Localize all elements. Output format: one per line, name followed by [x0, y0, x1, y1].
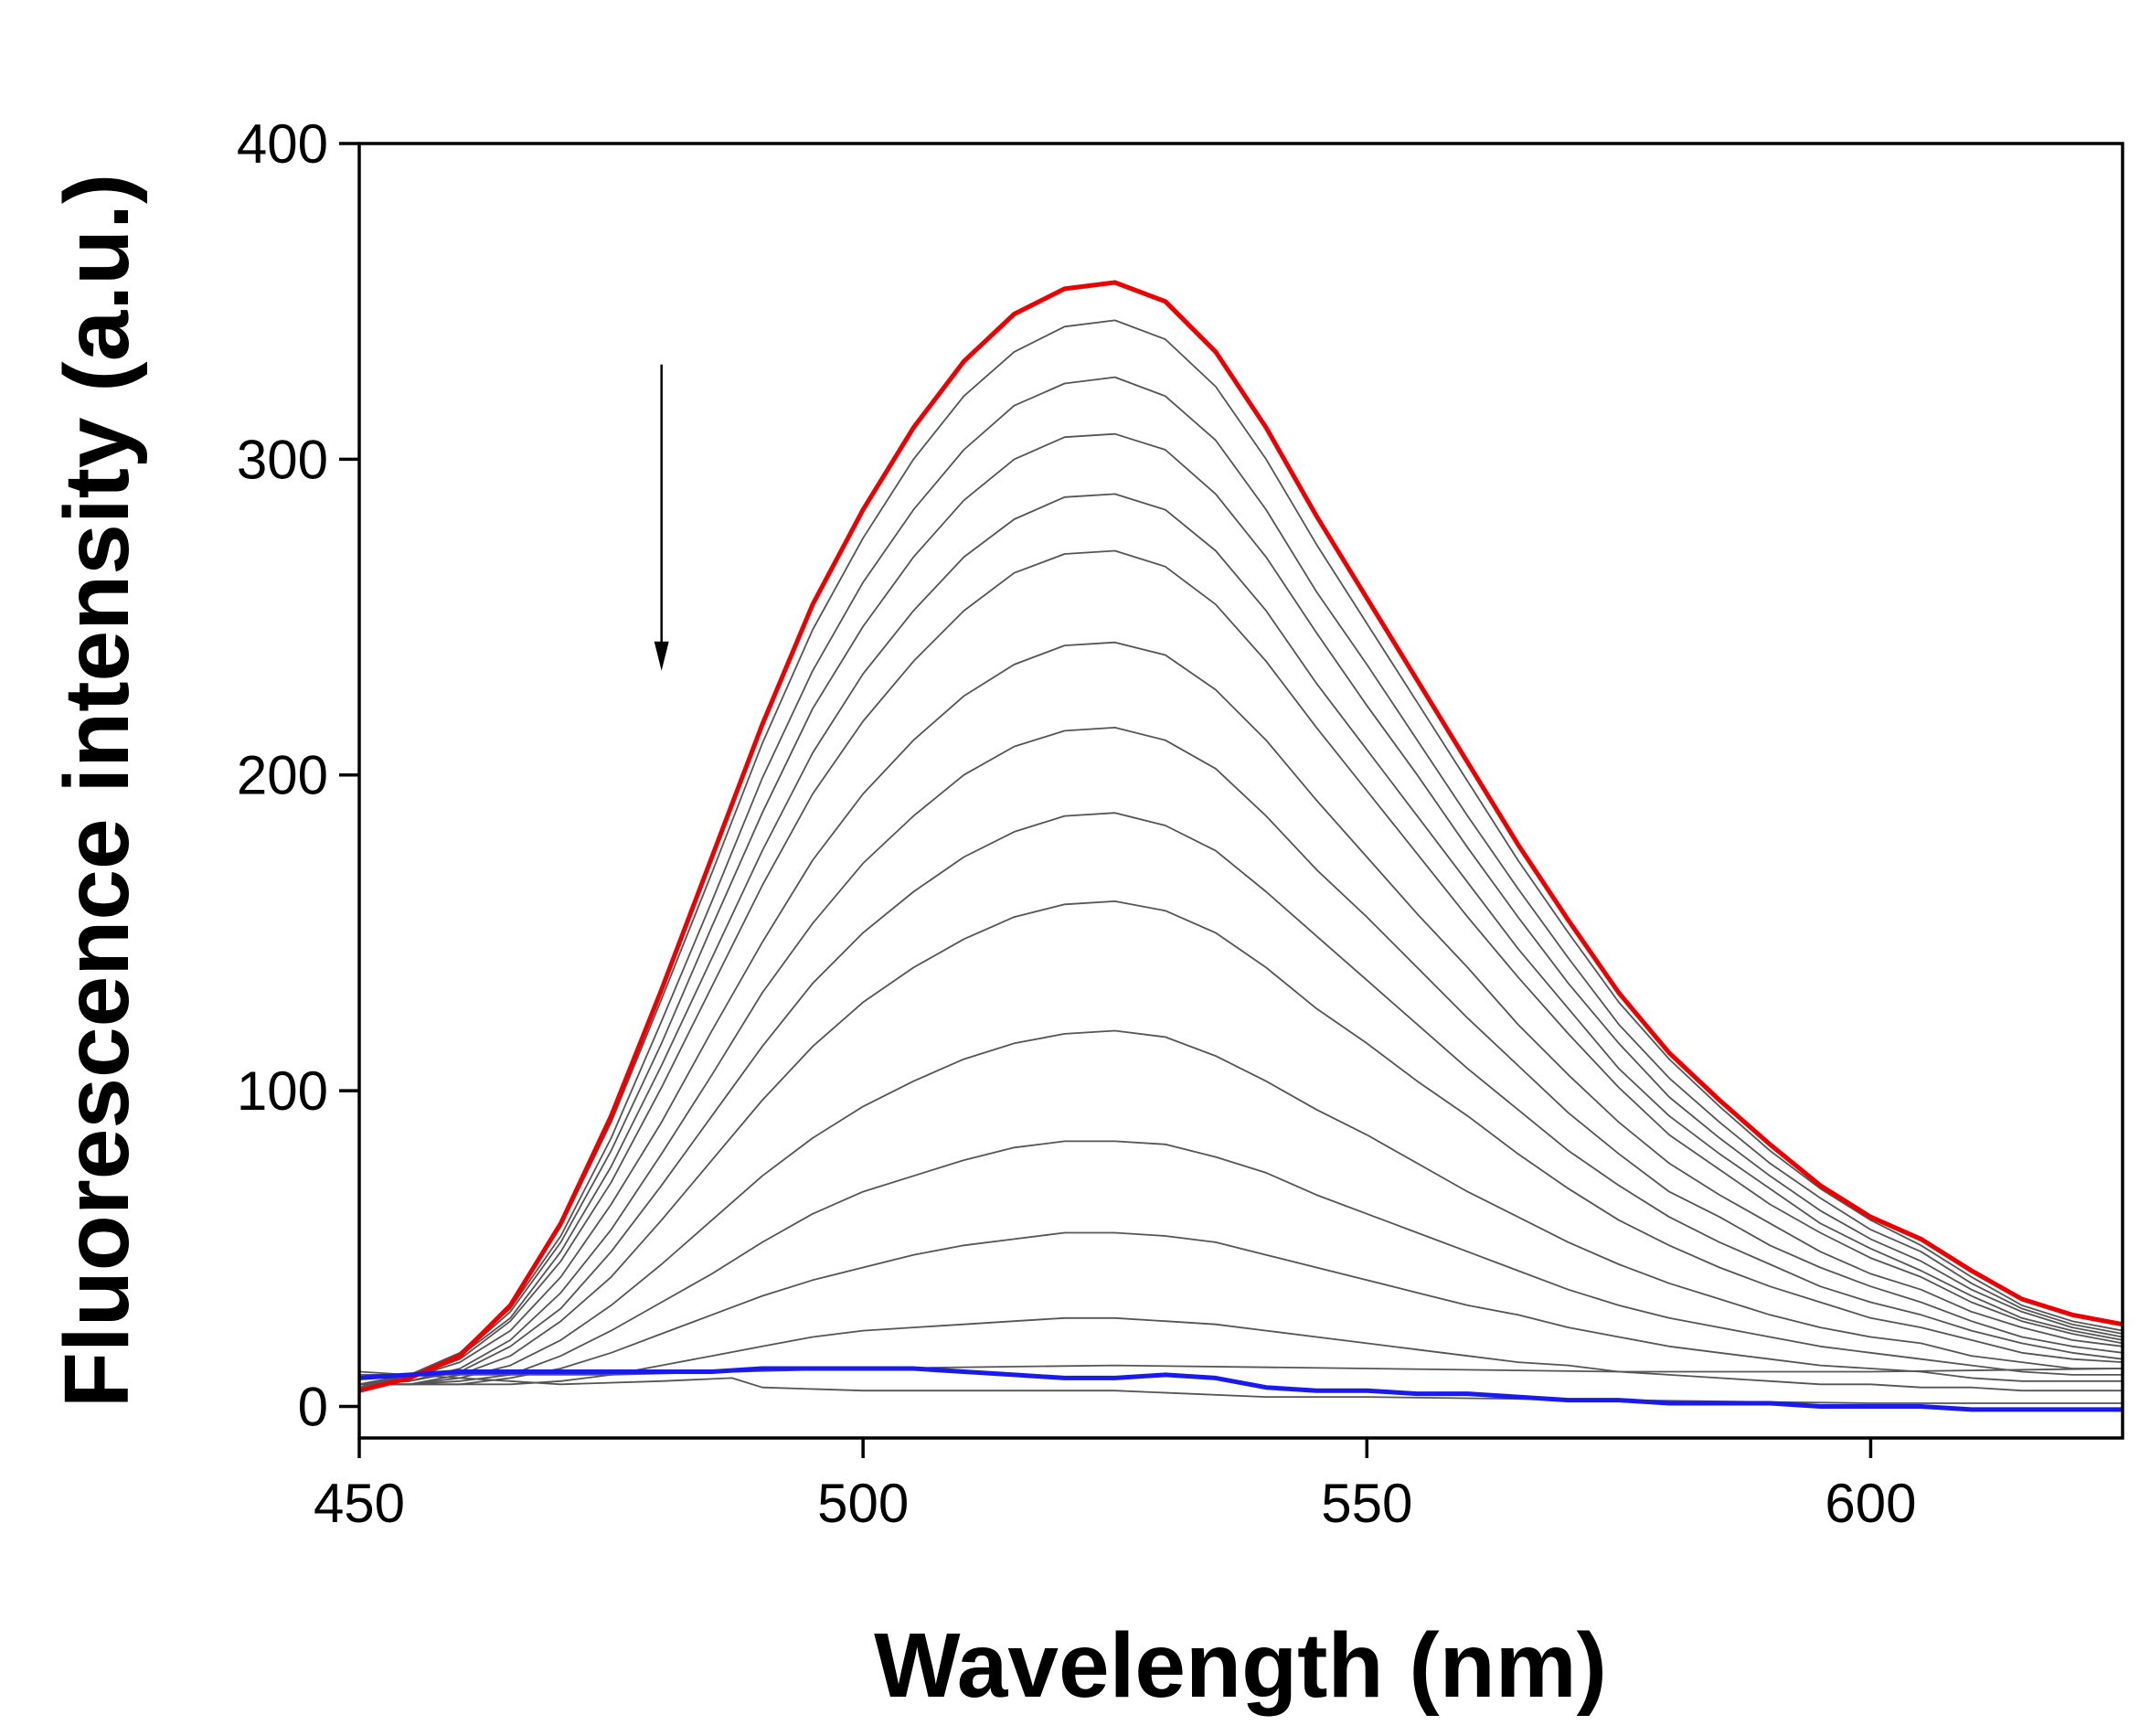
- series-line-5: [359, 549, 2123, 1386]
- x-tick-label-550: 550: [1321, 1473, 1412, 1534]
- series-line-12: [359, 1231, 2123, 1386]
- series-line-11: [359, 1140, 2123, 1386]
- y-tick-label-400: 400: [237, 113, 328, 175]
- series-layer: [359, 280, 2123, 1412]
- series-line-13: [359, 1316, 2123, 1392]
- y-tick-label-100: 100: [237, 1060, 328, 1122]
- series-line-4: [359, 493, 2123, 1386]
- series-line-1: [359, 319, 2123, 1389]
- series-line-9: [359, 900, 2123, 1386]
- y-tick-label-0: 0: [298, 1376, 328, 1437]
- plot-frame: [357, 142, 2124, 1440]
- y-tick-label-200: 200: [237, 745, 328, 806]
- x-axis-ticks: 450 500 550 600: [314, 1438, 1916, 1534]
- y-tick-label-300: 300: [237, 429, 328, 490]
- series-line-15: [359, 1370, 2123, 1404]
- series-line-10: [359, 1029, 2123, 1386]
- x-tick-label-450: 450: [314, 1473, 405, 1534]
- series-line-8: [359, 812, 2123, 1386]
- x-tick-label-600: 600: [1825, 1473, 1916, 1534]
- annotation-layer: [654, 364, 669, 671]
- y-axis-ticks: 0 100 200 300 400: [237, 113, 359, 1437]
- x-axis-title: Wavelength (nm): [874, 1614, 1607, 1717]
- series-line-16: [359, 1366, 2123, 1412]
- series-line-7: [359, 727, 2123, 1386]
- series-line-6: [359, 641, 2123, 1386]
- series-line-0: [359, 280, 2123, 1393]
- x-tick-label-500: 500: [817, 1473, 909, 1534]
- series-line-3: [359, 432, 2123, 1386]
- series-line-2: [359, 376, 2123, 1386]
- arrow-head: [654, 641, 669, 671]
- y-axis-title: Fluorescence intensity (a.u.): [46, 174, 148, 1408]
